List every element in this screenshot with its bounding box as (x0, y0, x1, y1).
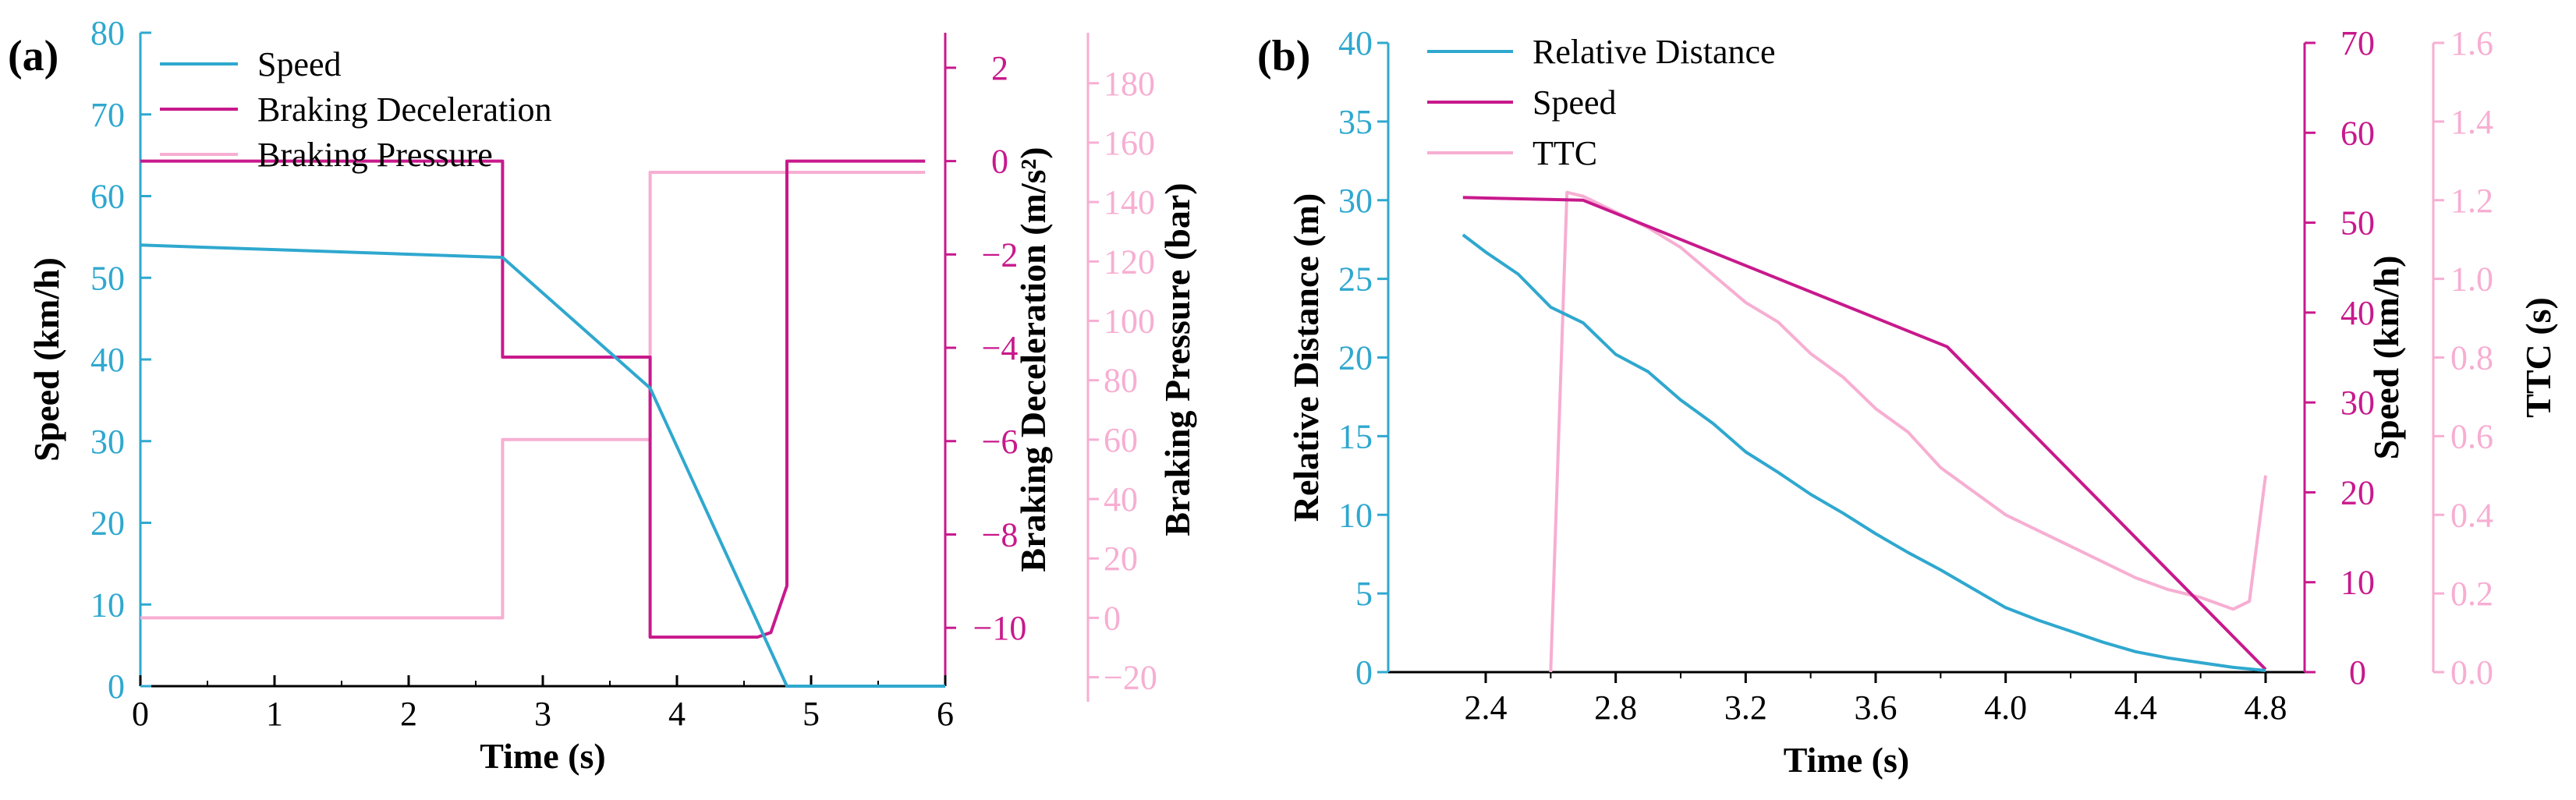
b-ttc-tick-label: 1.4 (2450, 103, 2493, 141)
b-distance-tick-label: 25 (1338, 260, 1373, 299)
b-ttc-axis-title: TTC (s) (2518, 297, 2558, 418)
b-x-tick-label: 3.6 (1855, 688, 1897, 727)
b-ttc-tick-label: 0.4 (2450, 496, 2493, 534)
a-decel-tick-label: −2 (982, 235, 1019, 274)
a-x-tick-label: 3 (534, 695, 551, 733)
b-speed-tick-label: 20 (2340, 473, 2375, 512)
a-pressure-tick-label: 120 (1104, 242, 1155, 281)
a-speed-tick-label: 50 (90, 259, 125, 297)
b-series-speed-line (1462, 196, 2267, 671)
a-series-braking-deceleration-line (140, 159, 926, 639)
b-series-relative-distance-line (1462, 233, 2266, 672)
b-ttc-tick-label: 0.2 (2450, 575, 2493, 613)
a-speed-tick-label: 80 (90, 14, 125, 52)
a-pressure-tick-label: 40 (1104, 480, 1138, 519)
b-x-tick-label: 3.2 (1724, 688, 1767, 727)
a-speed-tick-label: 0 (108, 667, 125, 706)
a-x-tick-label: 4 (668, 695, 686, 733)
b-speed-tick-label: 10 (2340, 564, 2375, 602)
a-x-tick-label: 1 (266, 695, 283, 733)
a-speed-tick-label: 10 (90, 586, 125, 624)
a-decel-tick-label: −8 (982, 515, 1019, 554)
b-distance-tick-label: 20 (1338, 339, 1373, 377)
a-speed-tick-label: 70 (90, 96, 125, 134)
b-speed-tick-label: 30 (2340, 384, 2375, 422)
b-distance-tick-label: 5 (1355, 575, 1373, 613)
b-distance-tick-label: 0 (1355, 653, 1373, 692)
a-pressure-tick-label: 0 (1104, 599, 1121, 637)
a-x-tick-label: 0 (132, 695, 149, 733)
a-pressure-tick-label: 180 (1104, 65, 1155, 103)
a-decel-tick-label: −4 (982, 329, 1019, 367)
a-pressure-axis-title: Braking Pressure (bar) (1157, 182, 1197, 536)
b-x-tick-label: 4.0 (1984, 688, 2027, 727)
b-distance-tick-label: 30 (1338, 182, 1373, 220)
b-speed-tick-label: 60 (2340, 114, 2375, 152)
b-speed-tick-label: 0 (2349, 653, 2366, 692)
b-ttc-tick-label: 0.0 (2450, 653, 2493, 692)
b-legend-label: TTC (1532, 134, 1597, 172)
b-x-tick-label: 4.4 (2114, 688, 2157, 727)
b-ttc-tick-label: 1.2 (2450, 182, 2493, 220)
b-speed-axis-title: Speed (km/h) (2366, 256, 2406, 460)
b-ttc-tick-label: 1.0 (2450, 260, 2493, 299)
b-x-tick-label: 2.4 (1465, 688, 1508, 727)
a-decel-tick-label: 2 (991, 49, 1008, 87)
b-ttc-tick-label: 0.8 (2450, 339, 2493, 377)
b-distance-tick-label: 40 (1338, 24, 1373, 62)
a-series-speed-line (140, 243, 945, 688)
a-speed-tick-label: 60 (90, 178, 125, 216)
a-legend-label: Speed (257, 45, 342, 83)
b-ttc-tick-label: 1.6 (2450, 24, 2493, 62)
a-pressure-tick-label: 60 (1104, 421, 1138, 459)
a-series-braking-pressure-line (140, 171, 926, 620)
b-distance-tick-label: 15 (1338, 417, 1373, 455)
a-decel-tick-label: −10 (973, 609, 1027, 647)
b-legend-label: Relative Distance (1532, 33, 1776, 71)
b-distance-tick-label: 35 (1338, 103, 1373, 141)
b-speed-tick-label: 70 (2340, 24, 2375, 62)
b-x-tick-label: 4.8 (2245, 688, 2287, 727)
a-legend-label: Braking Pressure (257, 136, 493, 174)
b-x-axis-title: Time (s) (1784, 740, 1909, 780)
b-legend-label: Speed (1532, 83, 1617, 122)
a-decel-tick-label: −6 (982, 423, 1019, 461)
a-x-axis-title: Time (s) (480, 736, 605, 776)
a-decel-axis-title: Braking Deceleration (m/s²) (1013, 147, 1053, 572)
a-x-tick-label: 6 (937, 695, 954, 733)
a-panel-label: (a) (8, 32, 58, 80)
a-pressure-tick-label: 80 (1104, 362, 1138, 400)
b-distance-axis-title: Relative Distance (m) (1286, 193, 1326, 522)
a-decel-tick-label: 0 (991, 143, 1008, 181)
a-x-tick-label: 2 (400, 695, 417, 733)
b-series-ttc-line (1549, 190, 2267, 673)
a-pressure-tick-label: −20 (1104, 659, 1157, 697)
a-speed-tick-label: 30 (90, 423, 125, 461)
a-pressure-tick-label: 160 (1104, 124, 1155, 162)
a-pressure-tick-label: 140 (1104, 183, 1155, 221)
a-speed-tick-label: 20 (90, 504, 125, 543)
a-speed-axis-title: Speed (km/h) (27, 257, 66, 462)
b-speed-tick-label: 50 (2340, 204, 2375, 242)
b-ttc-tick-label: 0.6 (2450, 417, 2493, 455)
a-speed-tick-label: 40 (90, 341, 125, 379)
b-x-tick-label: 2.8 (1594, 688, 1637, 727)
b-panel-label: (b) (1257, 32, 1310, 80)
a-legend-label: Braking Deceleration (257, 90, 552, 129)
a-pressure-tick-label: 20 (1104, 540, 1138, 578)
b-distance-tick-label: 10 (1338, 496, 1373, 534)
a-pressure-tick-label: 100 (1104, 302, 1155, 340)
b-speed-tick-label: 40 (2340, 294, 2375, 332)
a-x-tick-label: 5 (803, 695, 820, 733)
